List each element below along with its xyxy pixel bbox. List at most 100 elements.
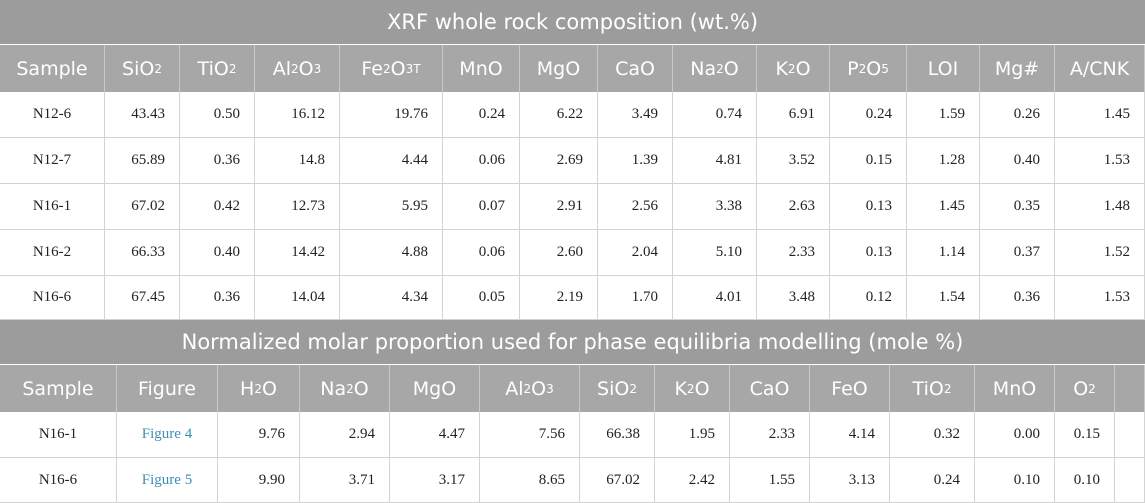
header-text: 2: [629, 381, 637, 396]
cell-text: 3.48: [788, 289, 815, 305]
header-text: Na: [320, 377, 347, 400]
cell-text: 0.15: [865, 152, 892, 168]
table-cell: 1.14: [907, 230, 980, 276]
table-cell: 2.19: [520, 276, 598, 320]
cell-text: 1.45: [938, 198, 965, 214]
cell-text: 5.95: [401, 198, 428, 214]
cell-text: 3.52: [788, 152, 815, 168]
cell-text: 0.35: [1013, 198, 1040, 214]
cell-text: 0.37: [1013, 244, 1040, 260]
figure-link[interactable]: Figure 4: [141, 426, 193, 442]
header-text: TiO: [197, 57, 229, 80]
table-cell: 0.24: [443, 92, 520, 138]
header-text: 2: [1088, 381, 1096, 396]
header-cell: [1115, 365, 1145, 412]
table-cell: 4.44: [340, 138, 443, 184]
cell-text: 14.8: [298, 152, 325, 168]
cell-text: 0.15: [1073, 426, 1100, 442]
header-text: Sample: [22, 377, 94, 400]
table-cell: N16-1: [0, 412, 117, 458]
header-text: Figure: [137, 377, 196, 400]
table-cell: 2.60: [520, 230, 598, 276]
cell-text: 0.74: [715, 106, 742, 122]
cell-text: 2.63: [788, 198, 815, 214]
cell-text: 66.38: [606, 426, 640, 442]
cell-text: 2.33: [788, 244, 815, 260]
cell-text: 5.10: [715, 244, 742, 260]
table-cell: 1.48: [1055, 184, 1145, 230]
header-text: T: [413, 61, 421, 76]
cell-text: 19.76: [394, 106, 428, 122]
table-cell: 6.91: [757, 92, 830, 138]
cell-text: 0.07: [478, 198, 505, 214]
cell-text: 2.91: [556, 198, 583, 214]
cell-text: 1.52: [1103, 244, 1130, 260]
table-cell: 2.94: [300, 412, 390, 458]
header-text: 2: [254, 381, 262, 396]
cell-text: 67.02: [606, 471, 640, 488]
cell-text: 2.19: [556, 289, 583, 305]
header-text: Na: [690, 57, 717, 80]
cell-text: 9.90: [258, 471, 285, 488]
header-text: H: [240, 377, 255, 400]
cell-text: 14.42: [291, 244, 325, 260]
cell-text: 0.00: [1013, 426, 1040, 442]
header-text: 2: [716, 61, 724, 76]
table-cell: 66.38: [580, 412, 655, 458]
table-title: XRF whole rock composition (wt.%): [0, 0, 1145, 45]
header-text: CaO: [749, 377, 790, 400]
table-cell: 0.40: [180, 230, 255, 276]
table-cell: 0.00: [975, 412, 1055, 458]
figure-link[interactable]: Figure 5: [141, 471, 193, 488]
header-cell: TiO 2: [180, 45, 255, 92]
table-cell: N16-6: [0, 276, 105, 320]
header-text: Mg#: [994, 57, 1040, 80]
header-text: SiO: [597, 377, 630, 400]
table-cell: 4.34: [340, 276, 443, 320]
cell-text: 0.36: [1013, 289, 1040, 305]
header-text: MgO: [536, 57, 581, 80]
cell-text: 0.26: [1013, 106, 1040, 122]
header-text: 3: [546, 381, 554, 396]
header-text: CaO: [615, 57, 655, 80]
table-cell: 9.76: [218, 412, 300, 458]
cell-text: N12-7: [32, 152, 72, 168]
table-cell: 67.02: [580, 458, 655, 503]
table-cell: 4.47: [390, 412, 480, 458]
header-text: 2: [787, 61, 796, 76]
table-cell: 1.59: [907, 92, 980, 138]
table-title: Normalized molar proportion used for pha…: [0, 320, 1145, 365]
header-text: O: [353, 377, 369, 400]
table-cell: 0.42: [180, 184, 255, 230]
table-cell: 14.8: [255, 138, 340, 184]
table-cell: 0.36: [980, 276, 1055, 320]
table-cell: 0.26: [980, 92, 1055, 138]
table-cell: 3.52: [757, 138, 830, 184]
table-cell: 14.42: [255, 230, 340, 276]
table-cell: 0.12: [830, 276, 907, 320]
header-cell: TiO 2: [890, 365, 975, 412]
table-cell: 0.35: [980, 184, 1055, 230]
cell-text: 7.56: [538, 426, 565, 442]
header-cell: Figure: [117, 365, 218, 412]
table-cell: 1.53: [1055, 276, 1145, 320]
cell-text: 9.76: [258, 426, 285, 442]
table-cell: 3.49: [598, 92, 673, 138]
header-cell: SiO 2: [105, 45, 180, 92]
header-cell: CaO: [730, 365, 810, 412]
cell-text: 2.42: [688, 471, 715, 488]
header-cell: MgO: [520, 45, 598, 92]
cell-text: 2.56: [631, 198, 658, 214]
header-cell: A/CNK: [1055, 45, 1145, 92]
cell-text: 1.45: [1103, 106, 1130, 122]
header-cell: LOI: [907, 45, 980, 92]
header-cell: Al 2 O 3: [255, 45, 340, 92]
cell-text: 4.34: [401, 289, 428, 305]
cell-text: 3.49: [631, 106, 658, 122]
header-text: O: [298, 57, 314, 80]
header-text: O: [694, 377, 710, 400]
cell-text: 1.59: [938, 106, 965, 122]
